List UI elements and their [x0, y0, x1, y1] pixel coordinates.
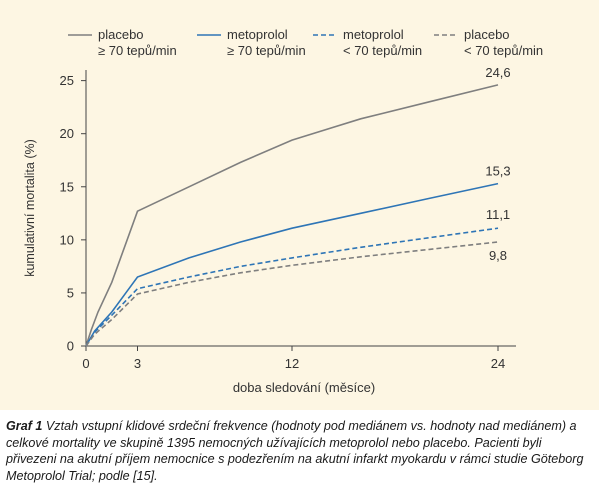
x-tick-label: 3: [134, 356, 141, 371]
x-tick-label: 0: [82, 356, 89, 371]
legend-label: placebo: [464, 27, 510, 42]
caption-lead: Graf 1: [6, 419, 43, 433]
figure-caption: Graf 1 Vztah vstupní klidové srdeční fre…: [6, 418, 591, 484]
series-line-2: [85, 182, 499, 347]
legend-label: ≥ 70 tepů/min: [98, 43, 177, 58]
x-ticks: 0 3 12 24: [82, 346, 505, 371]
end-value-label: 15,3: [485, 164, 510, 179]
x-axis-label: doba sledování (měsíce): [233, 380, 375, 395]
y-axis-label: kumulativní mortalita (%): [23, 139, 37, 277]
y-tick-label: 0: [67, 339, 74, 354]
caption-text: Vztah vstupní klidové srdeční frekvence …: [6, 419, 584, 483]
axes: 0 5 10 15 20 25 0 3 12 24 kumulativní mortalita …: [23, 70, 516, 395]
series-line-1: [85, 84, 499, 347]
series-layer: [85, 84, 499, 347]
legend-label: metoprolol: [343, 27, 404, 42]
end-value-label: 11,1: [486, 207, 510, 222]
y-tick-label: 10: [60, 232, 74, 247]
y-tick-label: 25: [60, 73, 74, 88]
y-tick-label: 5: [67, 285, 74, 300]
x-tick-label: 12: [285, 356, 299, 371]
legend-label: placebo: [98, 27, 144, 42]
end-value-label: 9,8: [489, 248, 507, 263]
end-labels: 24,6 15,3 11,1 9,8: [485, 65, 510, 263]
chart-panel: placebo ≥ 70 tepů/min metoprolol ≥ 70 tepů/…: [0, 0, 599, 410]
x-tick-label: 24: [491, 356, 505, 371]
legend-label: metoprolol: [227, 27, 288, 42]
series-line-4: [85, 241, 499, 347]
end-value-label: 24,6: [485, 65, 510, 80]
legend-label: < 70 tepů/min: [464, 43, 543, 58]
legend-label: < 70 tepů/min: [343, 43, 422, 58]
y-tick-label: 15: [60, 179, 74, 194]
y-tick-label: 20: [60, 126, 74, 141]
y-ticks: 0 5 10 15 20 25: [60, 73, 86, 354]
legend-label: ≥ 70 tepů/min: [227, 43, 306, 58]
series-line-3: [85, 227, 499, 347]
